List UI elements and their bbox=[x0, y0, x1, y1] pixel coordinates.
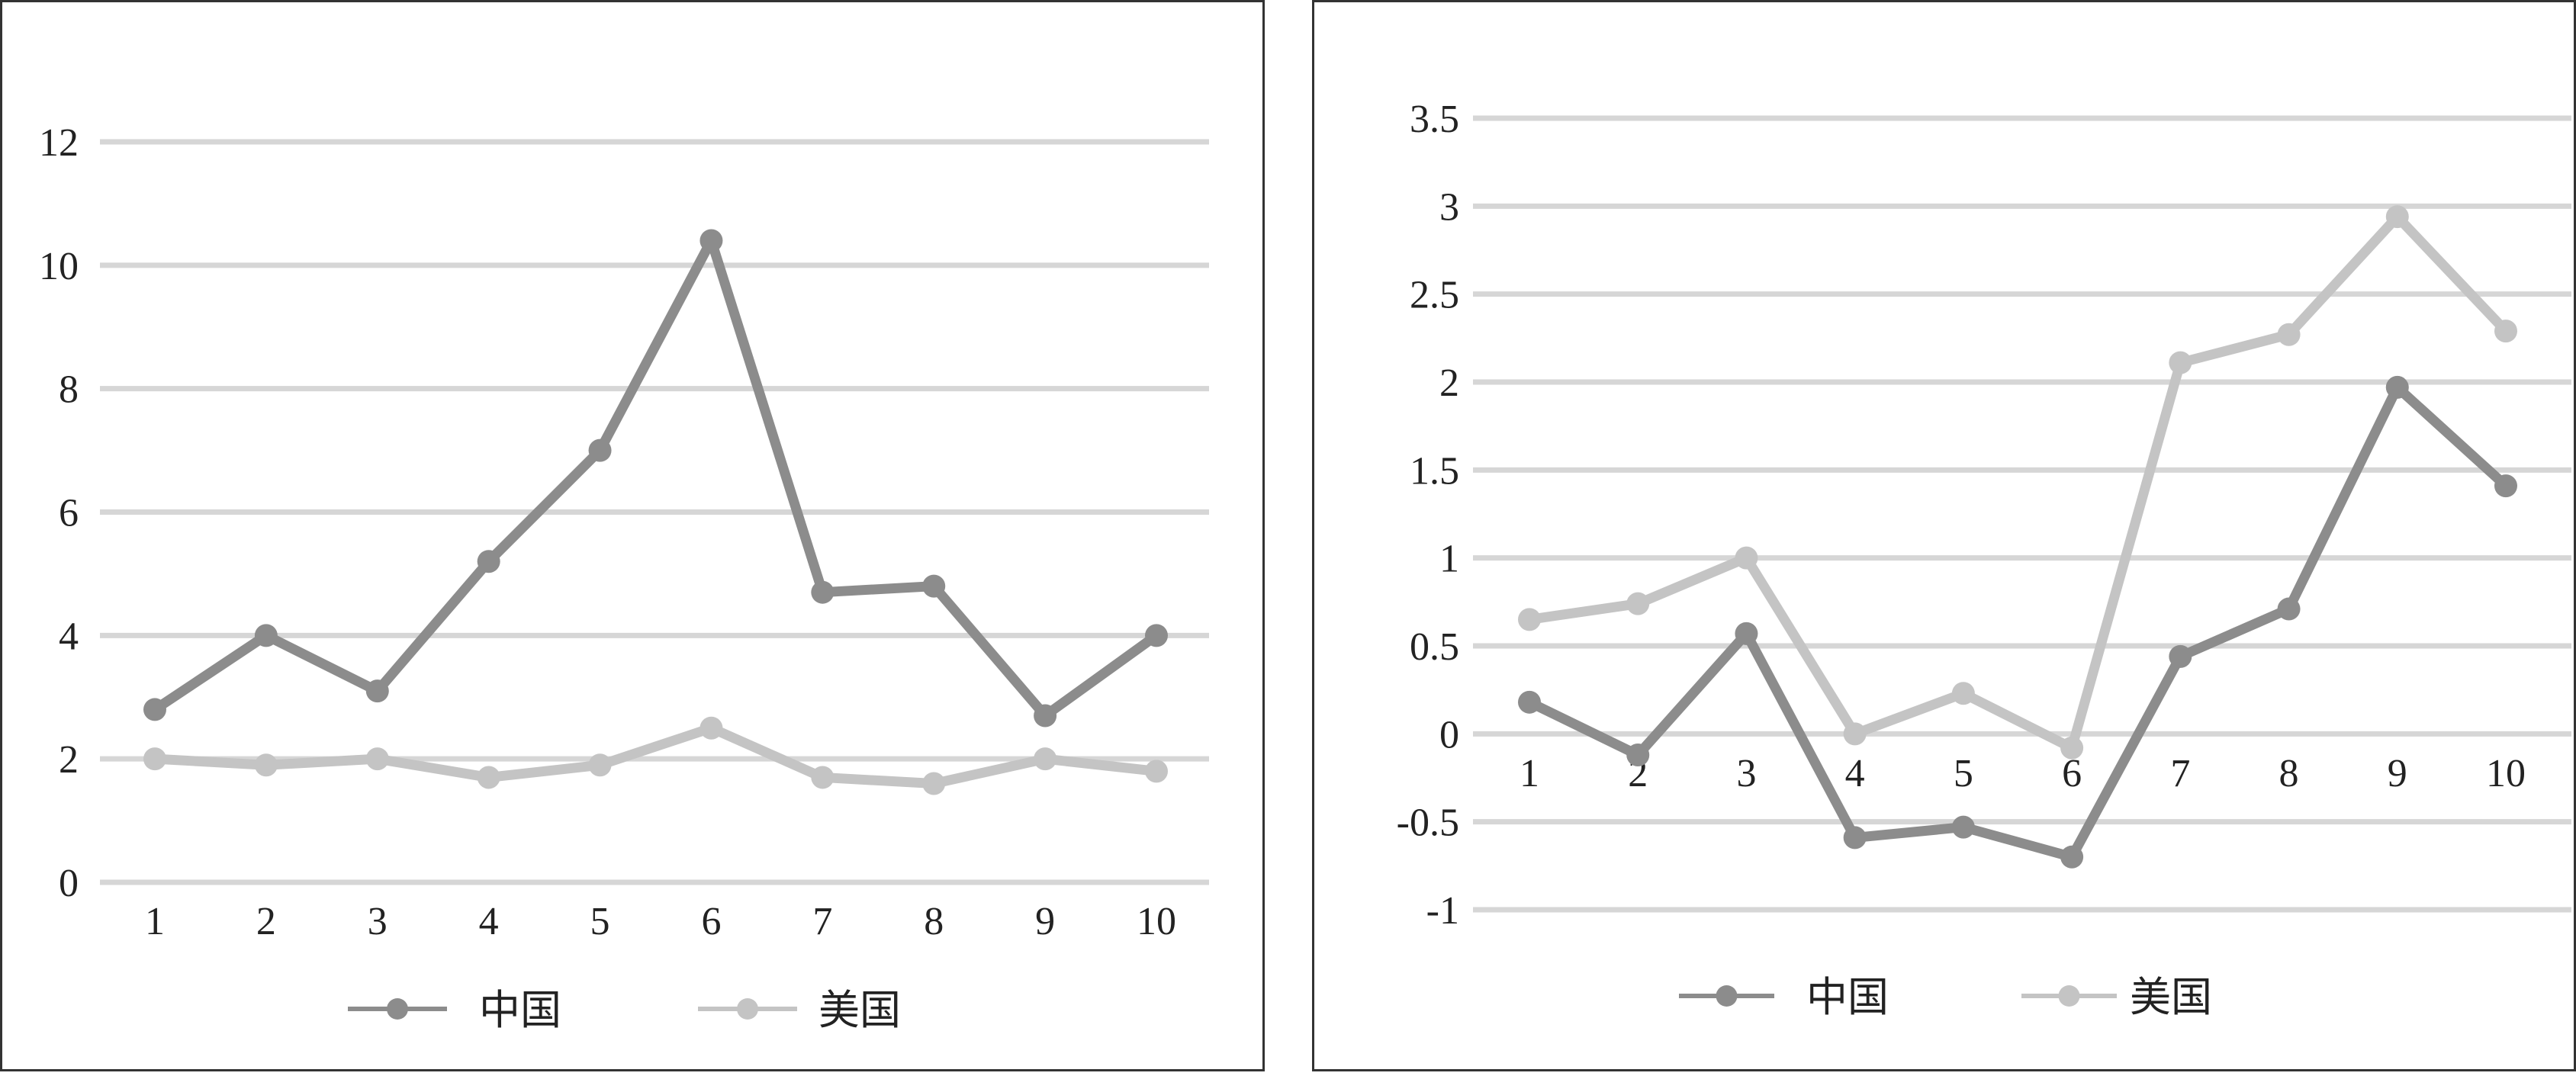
y-tick-label: 2 bbox=[1439, 361, 1459, 405]
x-tick-label: 3 bbox=[1736, 752, 1756, 795]
y-tick-label: -1 bbox=[1426, 889, 1459, 933]
x-tick-label: 7 bbox=[2170, 752, 2190, 795]
data-point bbox=[1034, 747, 1057, 771]
y-tick-label: 0 bbox=[59, 862, 79, 905]
data-point bbox=[365, 679, 389, 703]
data-point bbox=[1518, 690, 1541, 714]
data-point bbox=[1843, 722, 1867, 746]
x-tick-label: 1 bbox=[145, 900, 165, 943]
data-point bbox=[1735, 622, 1758, 645]
x-tick-label: 2 bbox=[256, 900, 276, 943]
data-point bbox=[477, 550, 500, 573]
data-point bbox=[699, 229, 723, 252]
y-tick-label: 4 bbox=[59, 615, 79, 658]
data-point bbox=[1145, 760, 1168, 783]
x-tick-label: 6 bbox=[701, 900, 721, 943]
data-point bbox=[922, 574, 946, 598]
data-point bbox=[1034, 704, 1057, 728]
y-tick-label: 1 bbox=[1439, 538, 1459, 581]
legend-label: 中国 bbox=[1806, 973, 1889, 1021]
y-tick-label: 2.5 bbox=[1410, 274, 1459, 317]
x-tick-label: 4 bbox=[1845, 752, 1865, 795]
y-tick-label: 12 bbox=[39, 121, 79, 165]
chart-panel-right: -1 -0.5 0 0.5 1 1.5 2 2.5 3 3.5 1 2 3 4 5 6 7 8 9 10 中国 美国 bbox=[1312, 0, 2576, 1071]
data-point bbox=[1843, 826, 1867, 850]
data-point bbox=[1951, 815, 1975, 839]
data-point bbox=[143, 747, 166, 771]
data-point bbox=[254, 753, 278, 777]
x-tick-label: 8 bbox=[2279, 752, 2299, 795]
y-tick-label: 6 bbox=[59, 492, 79, 535]
data-point bbox=[588, 753, 612, 777]
x-tick-label: 9 bbox=[2388, 752, 2407, 795]
data-point bbox=[699, 716, 723, 740]
data-point bbox=[811, 580, 835, 604]
x-tick-label: 3 bbox=[368, 900, 388, 943]
y-tick-label: 2 bbox=[59, 738, 79, 782]
data-point bbox=[922, 772, 946, 795]
x-tick-label: 5 bbox=[590, 900, 610, 943]
legend-marker bbox=[1716, 985, 1738, 1007]
legend-label: 中国 bbox=[479, 986, 561, 1034]
x-tick-label: 1 bbox=[1520, 752, 1539, 795]
x-tick-label: 10 bbox=[2486, 752, 2526, 795]
x-tick-label: 10 bbox=[1137, 900, 1176, 943]
data-point bbox=[143, 698, 166, 721]
x-tick-label: 7 bbox=[812, 900, 832, 943]
series-line bbox=[150, 723, 1162, 789]
data-point bbox=[2385, 205, 2409, 229]
y-tick-label: -0.5 bbox=[1397, 801, 1459, 845]
x-tick-label: 4 bbox=[479, 900, 499, 943]
data-point bbox=[2060, 736, 2084, 760]
legend-label: 美国 bbox=[818, 986, 901, 1034]
data-point bbox=[811, 766, 835, 789]
data-point bbox=[1518, 608, 1541, 631]
data-point bbox=[1626, 744, 1650, 767]
data-point bbox=[1735, 546, 1758, 570]
series-line bbox=[1524, 211, 2511, 753]
data-point bbox=[2169, 351, 2192, 374]
chart-panel-left: 0 2 4 6 8 10 12 1 2 3 4 5 6 7 8 9 10 中国 美国 bbox=[0, 0, 1265, 1071]
data-point bbox=[254, 624, 278, 647]
data-point bbox=[2494, 474, 2517, 498]
y-tick-label: 0.5 bbox=[1410, 625, 1459, 669]
y-tick-label: 10 bbox=[39, 245, 79, 288]
data-point bbox=[2277, 597, 2301, 621]
y-tick-label: 8 bbox=[59, 368, 79, 412]
y-tick-label: 3.5 bbox=[1410, 98, 1459, 141]
x-tick-label: 9 bbox=[1035, 900, 1055, 943]
data-point bbox=[2494, 320, 2517, 343]
data-point bbox=[1626, 592, 1650, 615]
data-point bbox=[2060, 845, 2084, 869]
y-tick-label: 0 bbox=[1439, 713, 1459, 756]
data-point bbox=[2277, 323, 2301, 346]
series-line bbox=[1524, 382, 2511, 862]
data-point bbox=[2385, 375, 2409, 399]
data-point bbox=[477, 766, 500, 789]
y-tick-label: 1.5 bbox=[1410, 449, 1459, 493]
x-tick-label: 8 bbox=[924, 900, 944, 943]
legend-label: 美国 bbox=[2130, 973, 2212, 1021]
legend-marker bbox=[387, 998, 408, 1020]
y-tick-label: 3 bbox=[1439, 185, 1459, 229]
legend-marker bbox=[737, 998, 758, 1020]
data-point bbox=[588, 438, 612, 462]
series-line bbox=[150, 235, 1162, 721]
data-point bbox=[365, 747, 389, 771]
legend-marker bbox=[2058, 985, 2080, 1007]
x-tick-label: 5 bbox=[1954, 752, 1973, 795]
data-point bbox=[1145, 624, 1168, 647]
data-point bbox=[1951, 682, 1975, 705]
data-point bbox=[2169, 644, 2192, 668]
